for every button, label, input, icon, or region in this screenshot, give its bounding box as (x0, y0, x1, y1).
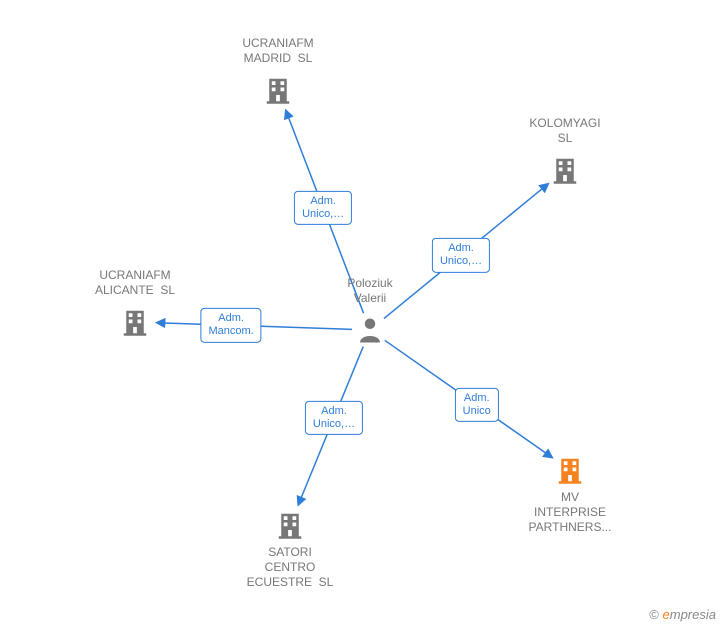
network-diagram: Poloziuk Valerii UCRANIAFM MADRID SL KOL… (0, 0, 728, 630)
edge-label: Adm. Unico,… (305, 401, 363, 435)
brand-initial: e (663, 607, 670, 622)
copyright-symbol: © (649, 607, 659, 622)
node-label: UCRANIAFM MADRID SL (242, 36, 313, 66)
brand-rest: mpresia (670, 607, 716, 622)
edge-label: Adm. Unico,… (294, 191, 352, 225)
edge (286, 111, 364, 314)
copyright: © empresia (649, 607, 716, 622)
node-label: MV INTERPRISE PARTHNERS... (529, 490, 612, 535)
edge (384, 184, 548, 319)
building-icon (263, 75, 293, 110)
person-icon (355, 315, 385, 350)
edge-label: Adm. Mancom. (200, 308, 261, 342)
building-icon (555, 455, 585, 490)
edge (385, 340, 552, 457)
edges-layer (0, 0, 728, 630)
edge (157, 323, 352, 330)
node-label: Poloziuk Valerii (347, 276, 392, 306)
edge-label: Adm. Unico (455, 388, 499, 422)
node-label: SATORI CENTRO ECUESTRE SL (247, 545, 334, 590)
building-icon (275, 510, 305, 545)
node-label: KOLOMYAGI SL (529, 116, 600, 146)
building-icon (120, 307, 150, 342)
node-label: UCRANIAFM ALICANTE SL (95, 268, 175, 298)
edge (298, 347, 363, 505)
edge-label: Adm. Unico,… (432, 238, 490, 272)
building-icon (550, 155, 580, 190)
